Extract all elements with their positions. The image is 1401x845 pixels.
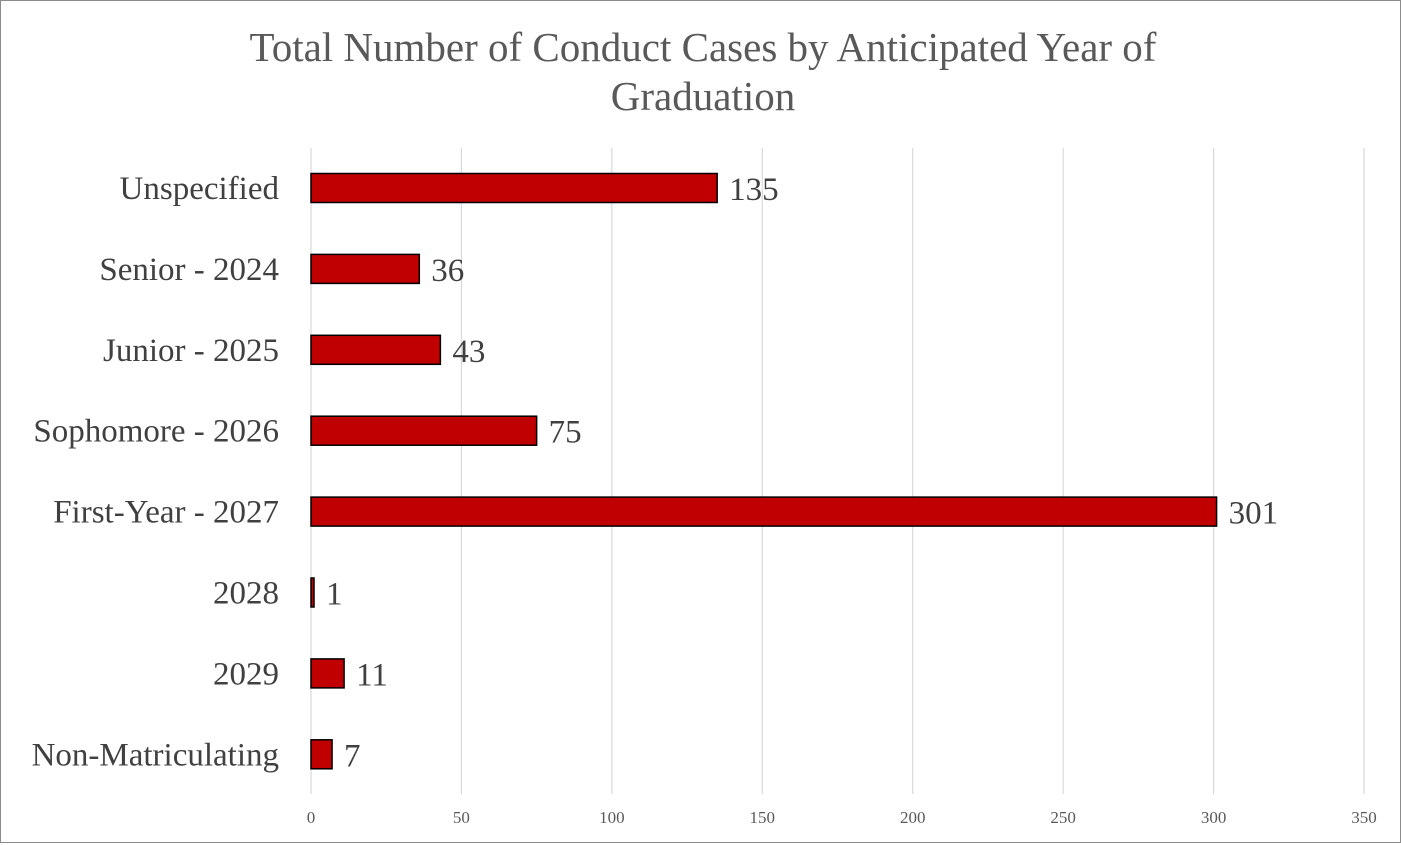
x-tick-label: 50 <box>453 808 470 827</box>
chart-title-line-2: Graduation <box>611 73 795 119</box>
category-label: Senior - 2024 <box>99 252 279 288</box>
x-tick-label: 150 <box>750 808 776 827</box>
bar <box>310 253 421 285</box>
category-label: Unspecified <box>120 171 280 207</box>
category-label: Non-Matriculating <box>32 737 279 773</box>
category-label: Sophomore - 2026 <box>33 414 279 450</box>
x-tick-label: 200 <box>900 808 926 827</box>
category-label: 2028 <box>213 576 279 612</box>
data-label: 135 <box>729 172 779 208</box>
gridlines <box>310 148 1365 794</box>
data-label: 75 <box>549 415 582 451</box>
bar <box>310 739 333 770</box>
bar <box>310 334 442 366</box>
category-label: Junior - 2025 <box>103 333 279 369</box>
bar <box>310 658 345 689</box>
bar <box>310 415 538 446</box>
category-label: First-Year - 2027 <box>53 495 279 531</box>
x-tick-label: 250 <box>1050 808 1076 827</box>
x-axis-ticks: 0 50 100 150 200 250 300 350 <box>307 808 1377 827</box>
data-label: 1 <box>326 577 343 613</box>
category-labels: Unspecified Senior - 2024 Junior - 2025 Sop… <box>32 171 280 773</box>
bar <box>310 577 315 608</box>
bar <box>310 496 1218 527</box>
chart-title: Total Number of Conduct Cases by Anticip… <box>250 24 1157 119</box>
data-label: 301 <box>1229 496 1279 532</box>
chart-title-line-1: Total Number of Conduct Cases by Anticip… <box>250 24 1157 70</box>
x-tick-label: 0 <box>307 808 316 827</box>
bar <box>310 172 718 204</box>
category-label: 2029 <box>213 656 279 692</box>
x-tick-label: 350 <box>1351 808 1377 827</box>
x-tick-label: 100 <box>599 808 625 827</box>
bars <box>310 172 1218 770</box>
x-tick-label: 300 <box>1201 808 1227 827</box>
data-label: 11 <box>356 657 388 693</box>
data-label: 7 <box>344 738 361 774</box>
data-label: 36 <box>431 253 464 289</box>
data-label: 43 <box>452 334 485 370</box>
